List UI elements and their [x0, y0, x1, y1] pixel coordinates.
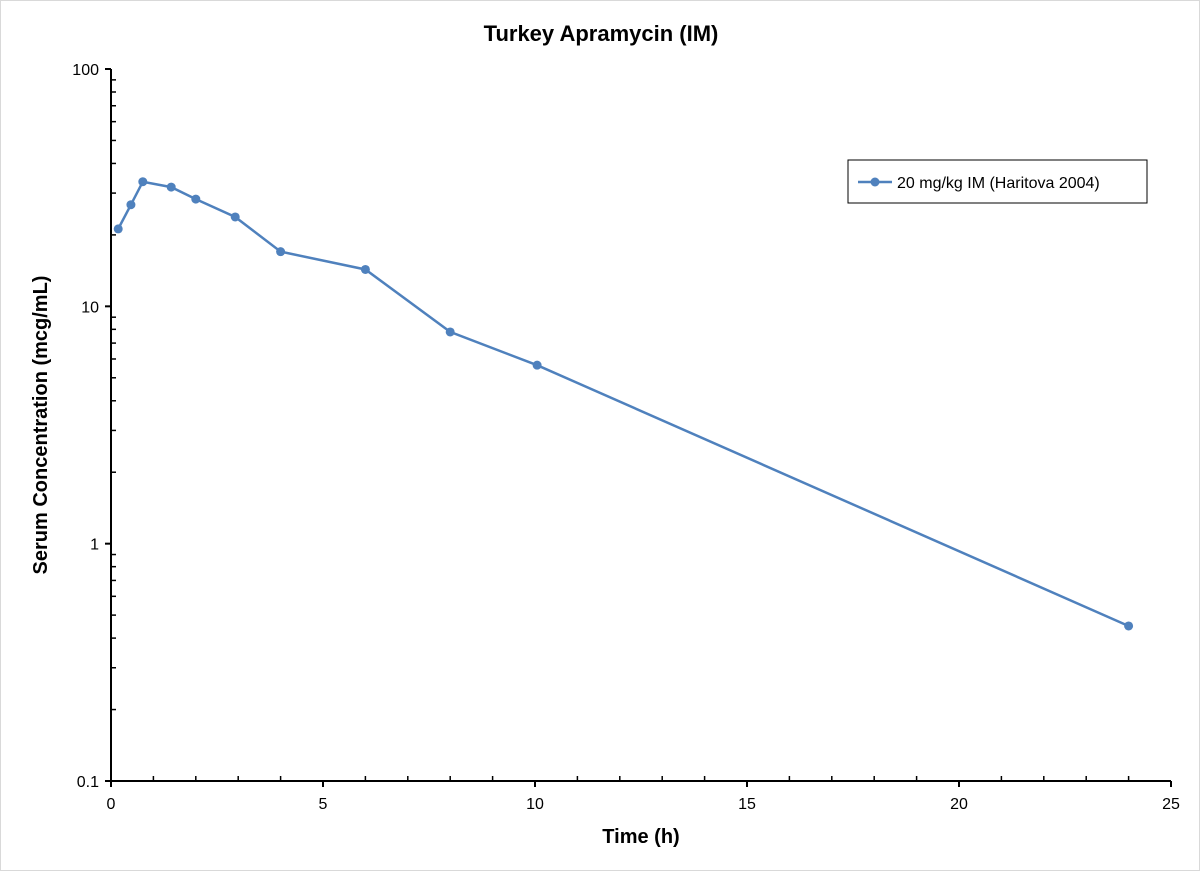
series	[113, 177, 1134, 631]
series-line	[117, 180, 1130, 628]
data-point	[126, 200, 136, 210]
x-tick-label: 5	[319, 796, 328, 813]
x-tick-label: 15	[738, 796, 756, 813]
chart-title: Turkey Apramycin (IM)	[484, 21, 719, 46]
data-point	[138, 177, 148, 187]
legend-dot-marker	[870, 177, 880, 187]
data-point	[532, 360, 542, 370]
y-tick-label: 10	[81, 299, 99, 316]
x-tick-label: 10	[526, 796, 544, 813]
y-tick-label: 1	[90, 537, 99, 554]
x-tick-label: 0	[107, 796, 116, 813]
data-point	[1124, 621, 1134, 631]
y-tick-label: 0.1	[77, 774, 99, 791]
y-tick-label: 100	[72, 62, 99, 79]
data-point	[230, 212, 240, 222]
data-point	[166, 182, 176, 192]
data-point	[191, 194, 201, 204]
data-point	[445, 327, 455, 337]
y-axis-label: Serum Concentration (mcg/mL)	[30, 276, 52, 575]
data-point	[360, 264, 370, 274]
data-point	[276, 247, 286, 257]
x-tick-label: 25	[1162, 796, 1180, 813]
x-tick-label: 20	[950, 796, 968, 813]
legend-box	[847, 159, 1148, 204]
legend-label: 20 mg/kg IM (Haritova 2004)	[897, 175, 1100, 192]
x-axis-label: Time (h)	[602, 826, 679, 848]
data-point	[113, 224, 123, 234]
legend: 20 mg/kg IM (Haritova 2004)	[847, 159, 1148, 204]
axes: 0.1 1 10 100 0 5 10 15 20 25	[72, 62, 1180, 813]
